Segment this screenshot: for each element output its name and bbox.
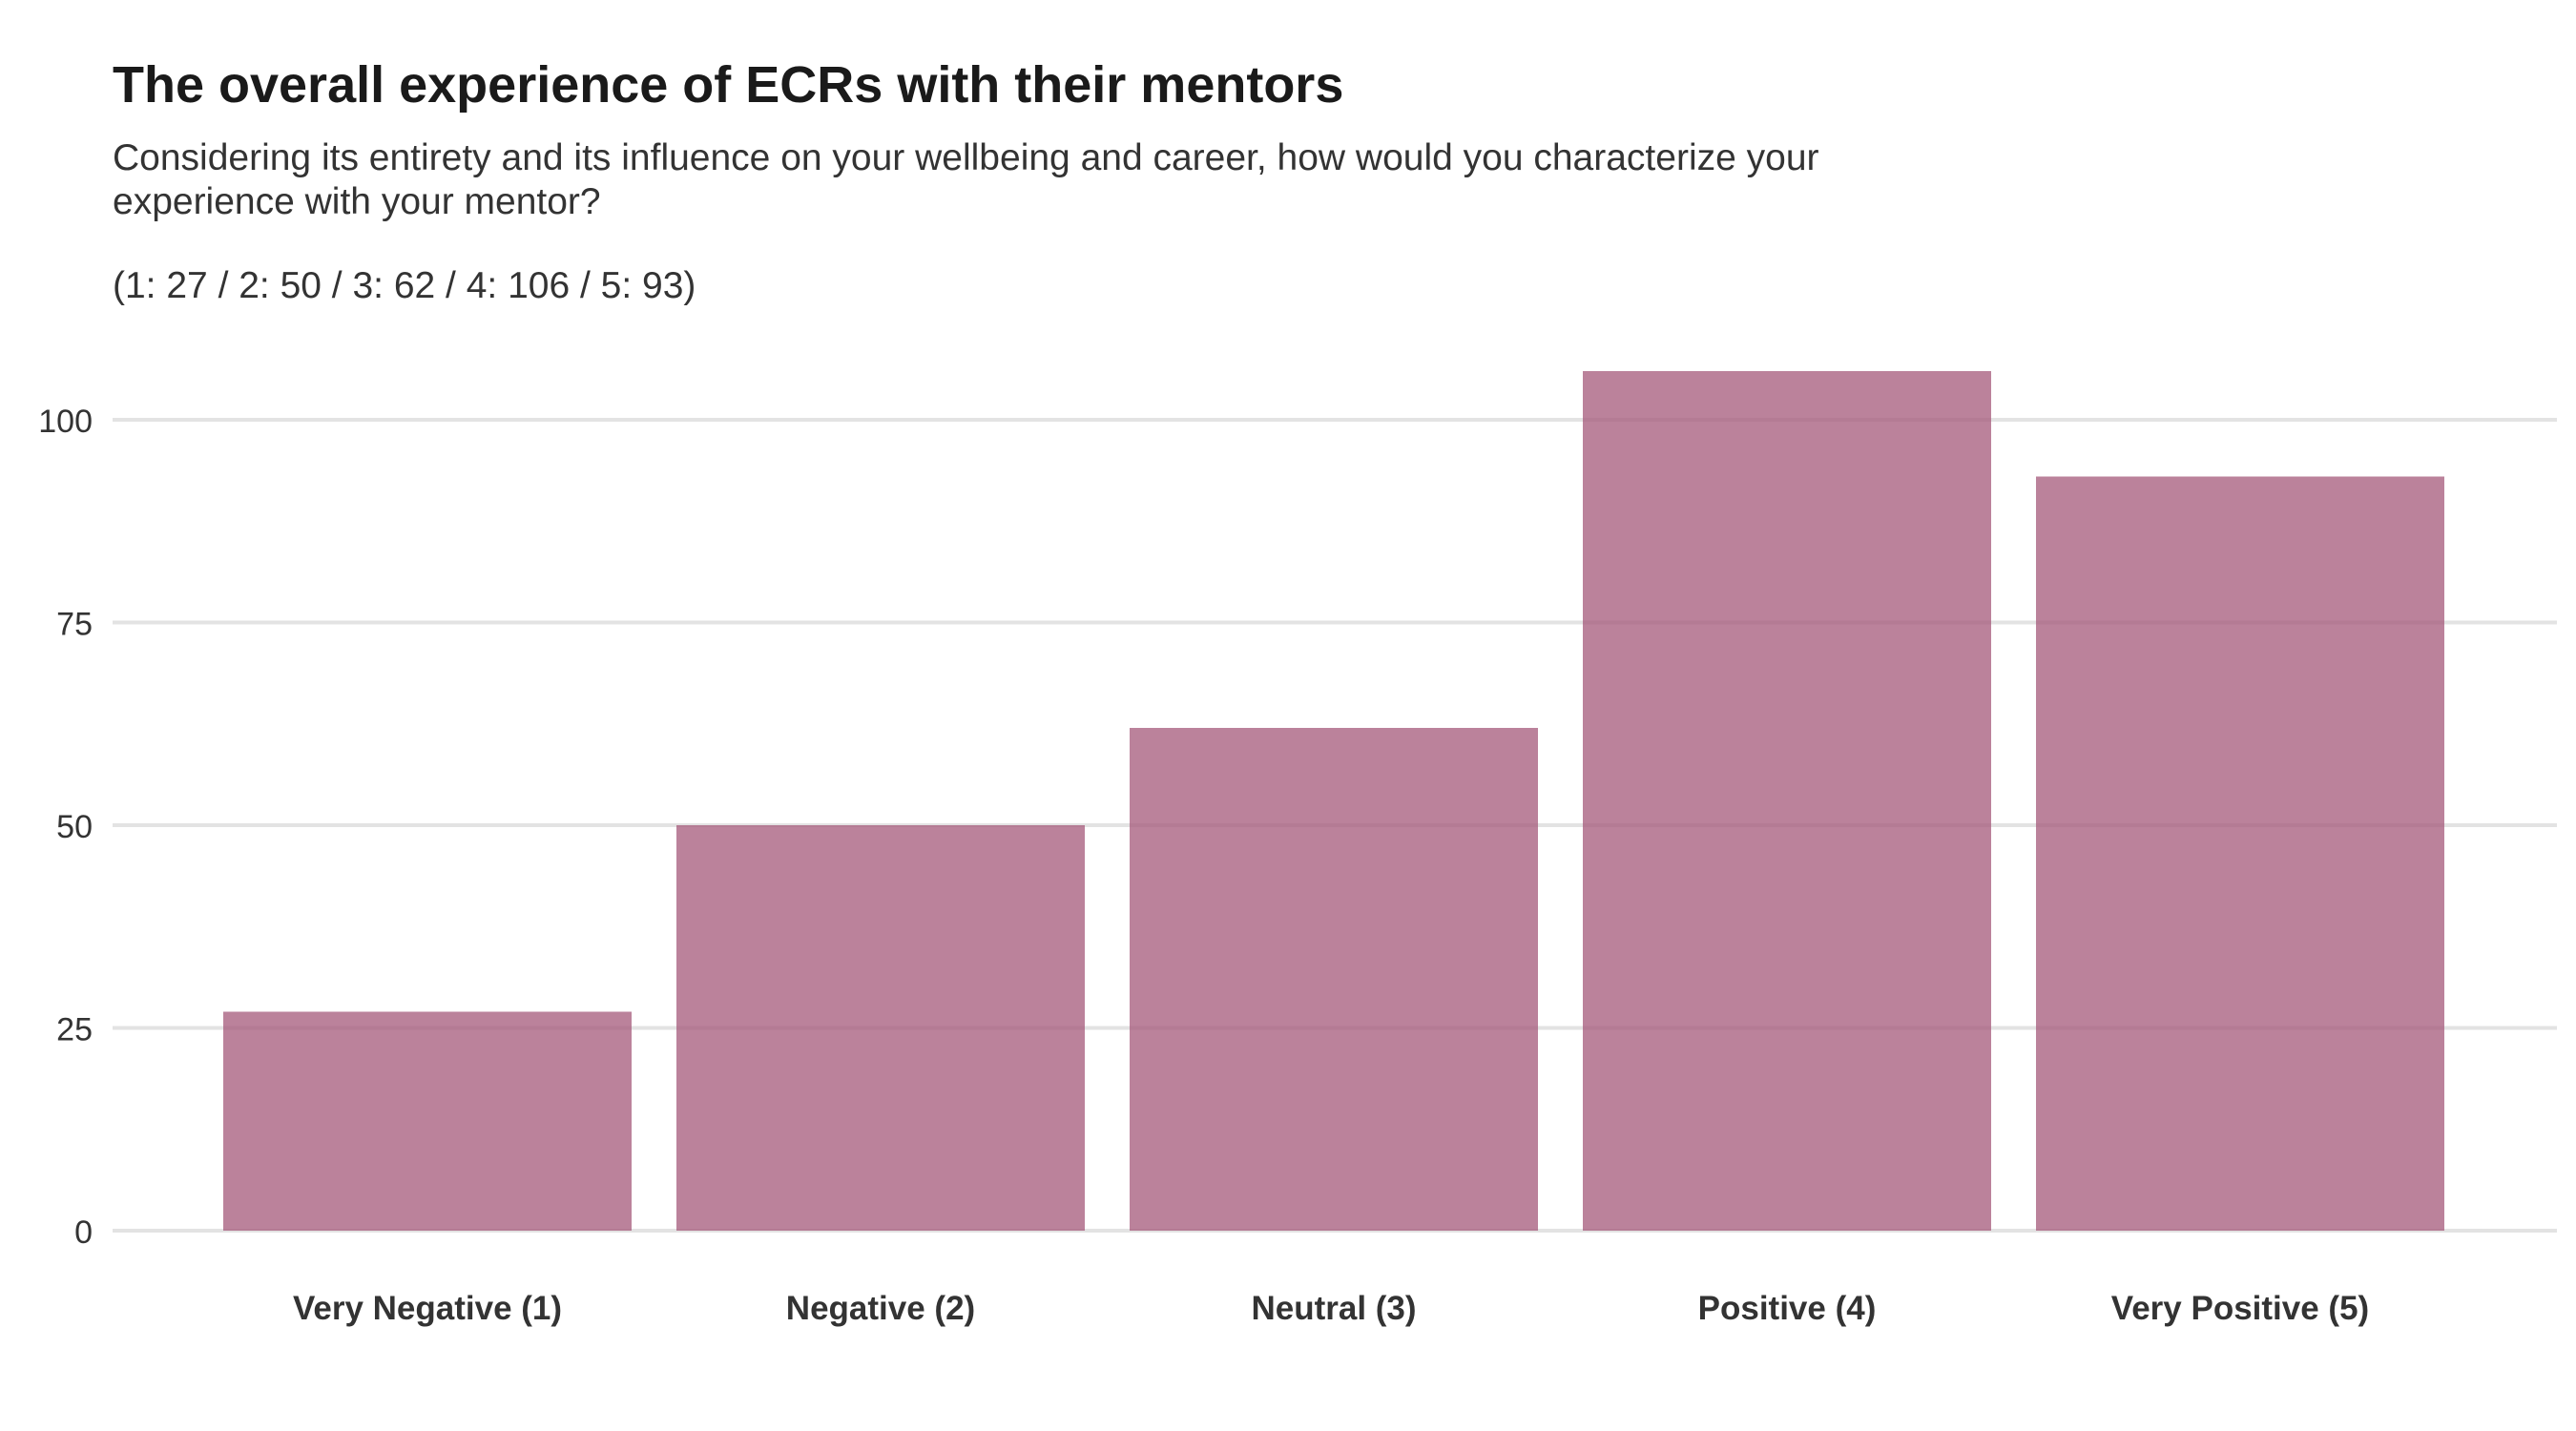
y-tick-label: 25 — [56, 1012, 93, 1048]
bar — [223, 1011, 632, 1231]
x-tick-label: Very Negative (1) — [293, 1290, 562, 1327]
bar — [1130, 728, 1538, 1231]
chart-counts-note: (1: 27 / 2: 50 / 3: 62 / 4: 106 / 5: 93) — [113, 265, 696, 306]
x-tick-label: Positive (4) — [1698, 1290, 1877, 1327]
x-tick-label: Very Positive (5) — [2111, 1290, 2369, 1327]
chart-subtitle: Considering its entirety and its influen… — [113, 137, 1819, 222]
y-tick-label: 0 — [74, 1214, 93, 1251]
y-axis-tick-labels: 0 25 50 75 100 — [38, 404, 93, 1251]
chart-bars — [223, 371, 2444, 1231]
bar — [676, 825, 1085, 1231]
y-tick-label: 75 — [56, 607, 93, 643]
x-tick-label: Negative (2) — [786, 1290, 975, 1327]
y-tick-label: 50 — [56, 809, 93, 845]
x-tick-label: Neutral (3) — [1251, 1290, 1416, 1327]
x-axis-tick-labels: Very Negative (1) Negative (2) Neutral (3)… — [293, 1290, 2369, 1327]
y-tick-label: 100 — [38, 404, 93, 440]
bar — [1583, 371, 1991, 1231]
chart-title: The overall experience of ECRs with thei… — [113, 56, 1344, 114]
bar — [2036, 476, 2444, 1231]
